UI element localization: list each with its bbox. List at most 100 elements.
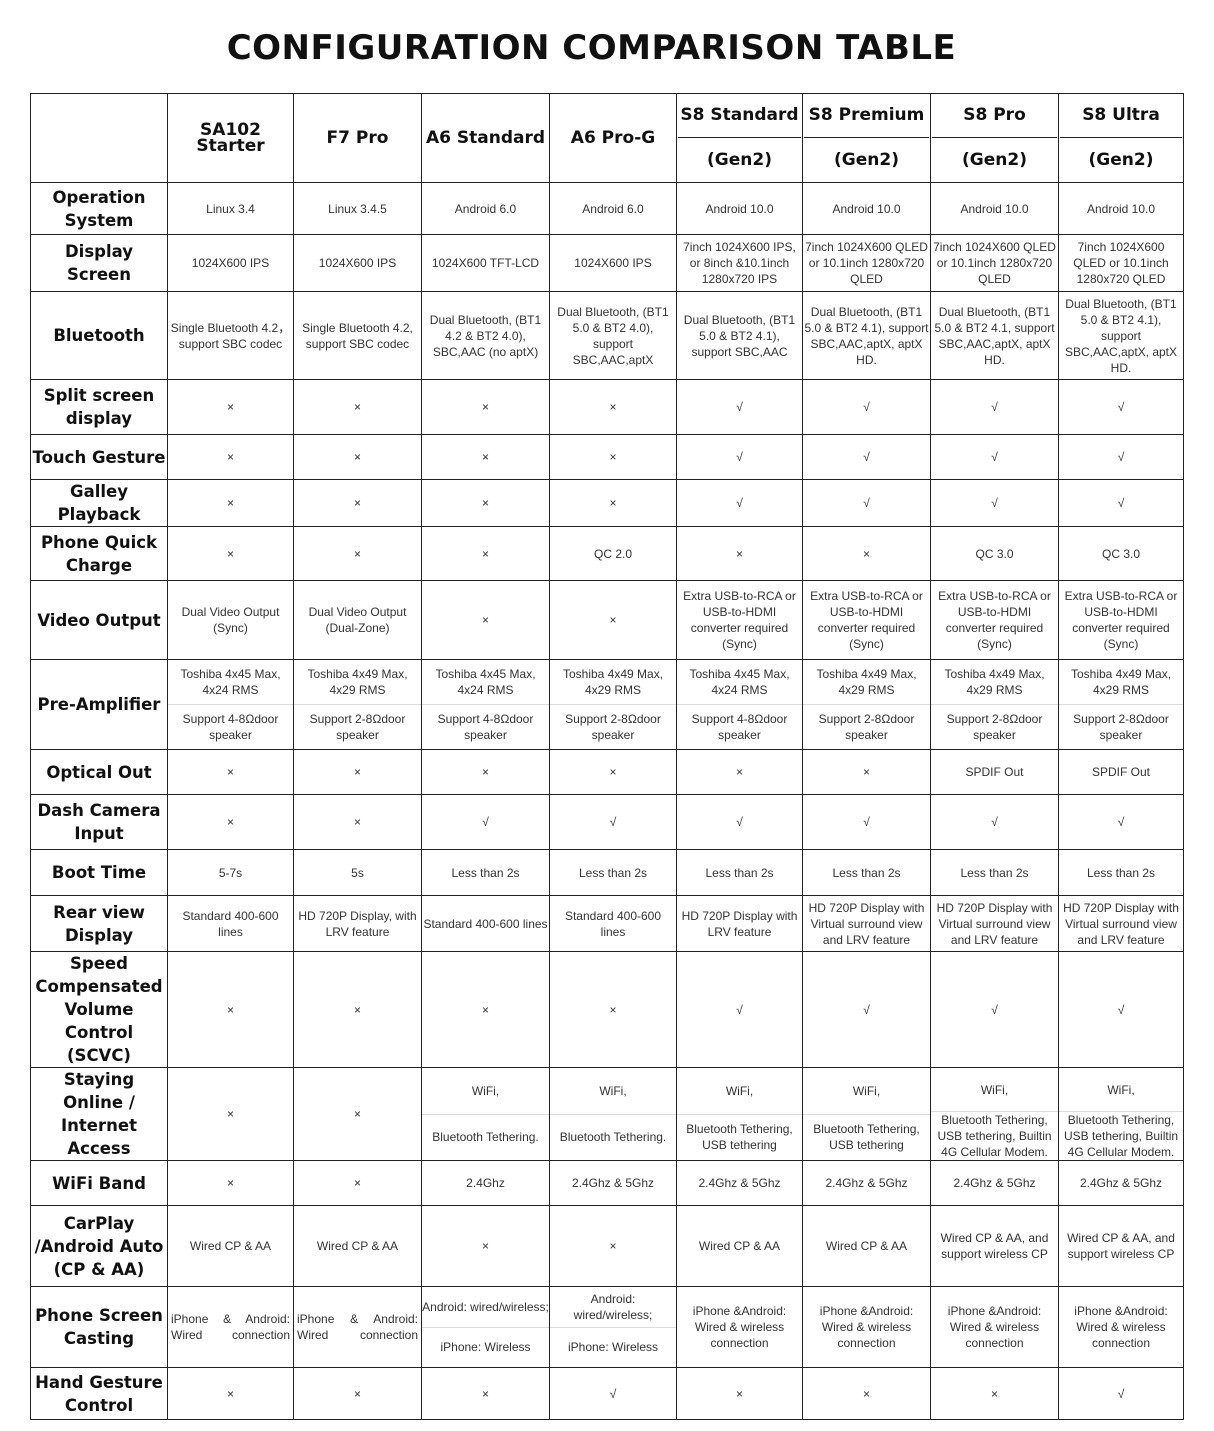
table-cell: × [293,1160,422,1206]
table-cell: Wired CP & AA, and support wireless CP [1058,1205,1184,1287]
table-row: Video Output Dual Video Output (Sync) Dual… [30,580,1184,660]
cross-mark: × [481,613,489,627]
table-row: Staying Online / Internet Access × × WiFi, B… [30,1067,1184,1161]
cell-text: iPhone &Android: Wired & wireless connec… [819,1304,914,1350]
split-cell: Toshiba 4x49 Max, 4x29 RMS Support 2-8Ωdo… [931,660,1058,749]
table-cell: 1024X600 IPS [167,234,294,292]
cell-text: Extra USB-to-RCA or USB-to-HDMI converte… [683,589,796,651]
cell-text: Android 10.0 [832,201,901,216]
cell-text: Toshiba 4x49 Max, 4x29 RMS [307,667,408,697]
table-row: Display Screen 1024X600 IPS 1024X600 IPS 10… [30,234,1184,292]
split-cell-part: Support 2-8Ωdoor speaker [294,704,421,749]
check-mark: √ [863,815,870,829]
cell-text: WiFi, [980,1082,1009,1097]
cross-mark: × [353,546,361,561]
table-cell: × [167,1160,294,1206]
table-cell: iPhone &Android: Wired & wireless connec… [802,1286,931,1368]
table-row: Pre-Amplifier Toshiba 4x45 Max, 4x24 RMS S… [30,659,1184,750]
cell-text: Toshiba 4x45 Max, 4x24 RMS [435,667,536,697]
table-row: Rear view Display Standard 400-600 lines H… [30,895,1184,952]
table-cell: Less than 2s [549,849,677,896]
table-cell: Android 6.0 [421,182,550,235]
split-cell: Android: wired/wireless; iPhone: Wireless [422,1287,549,1367]
cell-text: QC 2.0 [593,546,632,561]
table-cell: Toshiba 4x45 Max, 4x24 RMS Support 4-8Ωdo… [167,659,294,750]
cell-text: Bluetooth Tethering, USB tethering [813,1122,920,1153]
table-cell: × [802,1367,931,1420]
table-cell: Dual Bluetooth, (BT1 4.2 & BT2 4.0), SBC… [421,291,550,380]
cell-text: 1024X600 IPS [318,256,397,270]
cell-text: Android: wired/wireless; [573,1291,653,1322]
table-cell: √ [676,379,803,435]
cell-text: SPDIF Out [965,765,1024,779]
row-label: Video Output [30,580,168,660]
check-mark: √ [1117,1002,1125,1017]
cross-mark: × [226,815,234,829]
table-cell: 1024X600 IPS [293,234,422,292]
table-cell: Dual Bluetooth, (BT1 5.0 & BT2 4.1), sup… [1058,291,1184,380]
table-cell: WiFi, Bluetooth Tethering, USB tethering [802,1067,931,1161]
check-mark: √ [736,400,743,414]
table-cell: × [293,951,422,1068]
table-cell: 5s [293,849,422,896]
cross-mark: × [481,400,489,414]
table-cell: Android 10.0 [1058,182,1184,235]
row-label: Dash Camera Input [30,794,168,850]
column-name: S8 Premium [808,105,925,125]
table-cell: √ [1058,479,1184,527]
table-cell: 1024X600 IPS [549,234,677,292]
comparison-table: SA102 Starter F7 Pro A6 Standard A6 Pro-G S8… [30,93,1184,1420]
table-cell: × [676,749,803,795]
table-cell: √ [1058,434,1184,480]
table-cell: Less than 2s [421,849,550,896]
cell-text: 7inch 1024X600 QLED or 10.1inch 1280x720… [933,240,1056,286]
table-cell: × [421,434,550,480]
table-cell: √ [802,434,931,480]
cell-text: Toshiba 4x49 Max, 4x29 RMS [1070,667,1172,697]
table-cell: 1024X600 TFT-LCD [421,234,550,292]
table-cell: × [167,526,294,581]
table-cell: HD 720P Display with Virtual surround vi… [930,895,1059,952]
split-cell-part: Bluetooth Tethering, USB tethering, Buil… [1059,1111,1183,1160]
cross-mark: × [226,450,234,464]
cell-text: iPhone &Android: Wired & wireless connec… [1074,1304,1168,1350]
table-cell: × [167,434,294,480]
table-cell: × [549,749,677,795]
table-cell: √ [549,1367,677,1420]
table-cell: Android 10.0 [676,182,803,235]
table-cell: √ [802,794,931,850]
table-cell: HD 720P Display, with LRV feature [293,895,422,952]
cell-text: HD 720P Display with LRV feature [681,908,798,939]
check-mark: √ [736,496,743,510]
cross-mark: × [353,1386,361,1401]
cell-text: Support 2-8Ωdoor speaker [946,712,1043,742]
row-label: WiFi Band [30,1160,168,1206]
cell-text: Less than 2s [1086,865,1156,880]
table-cell: Wired CP & AA [802,1205,931,1287]
cell-text: 1024X600 IPS [574,256,652,270]
cross-mark: × [862,1386,870,1401]
table-cell: × [802,749,931,795]
table-row: Operation System Linux 3.4 Linux 3.4.5 Andr… [30,182,1184,235]
cross-mark: × [353,765,361,779]
table-cell: × [293,794,422,850]
table-cell: × [930,1367,1059,1420]
table-cell: Dual Video Output (Sync) [167,580,294,660]
split-cell-part: Support 2-8Ωdoor speaker [550,704,676,749]
cell-text: HD 720P Display with Virtual surround vi… [1063,900,1179,947]
row-label: Touch Gesture [30,434,168,480]
table-cell: Toshiba 4x49 Max, 4x29 RMS Support 2-8Ωdo… [1058,659,1184,750]
check-mark: √ [736,450,743,464]
cell-text: Wired CP & AA [316,1239,399,1253]
table-row: Phone Screen Casting iPhone & Android: Wi… [30,1286,1184,1368]
cell-text: 1024X600 IPS [191,256,270,270]
check-mark: √ [1117,400,1125,414]
column-header: S8 Pro (Gen2) [930,93,1059,183]
cell-text: Dual Video Output (Sync) [181,605,280,635]
cell-text: WiFi, [471,1083,500,1098]
cell-text: HD 720P Display with Virtual surround vi… [936,900,1053,947]
table-cell: × [293,379,422,435]
split-cell-part: WiFi, [550,1068,676,1114]
table-cell: HD 720P Display with LRV feature [676,895,803,952]
cell-text: Extra USB-to-RCA or USB-to-HDMI converte… [810,589,923,651]
